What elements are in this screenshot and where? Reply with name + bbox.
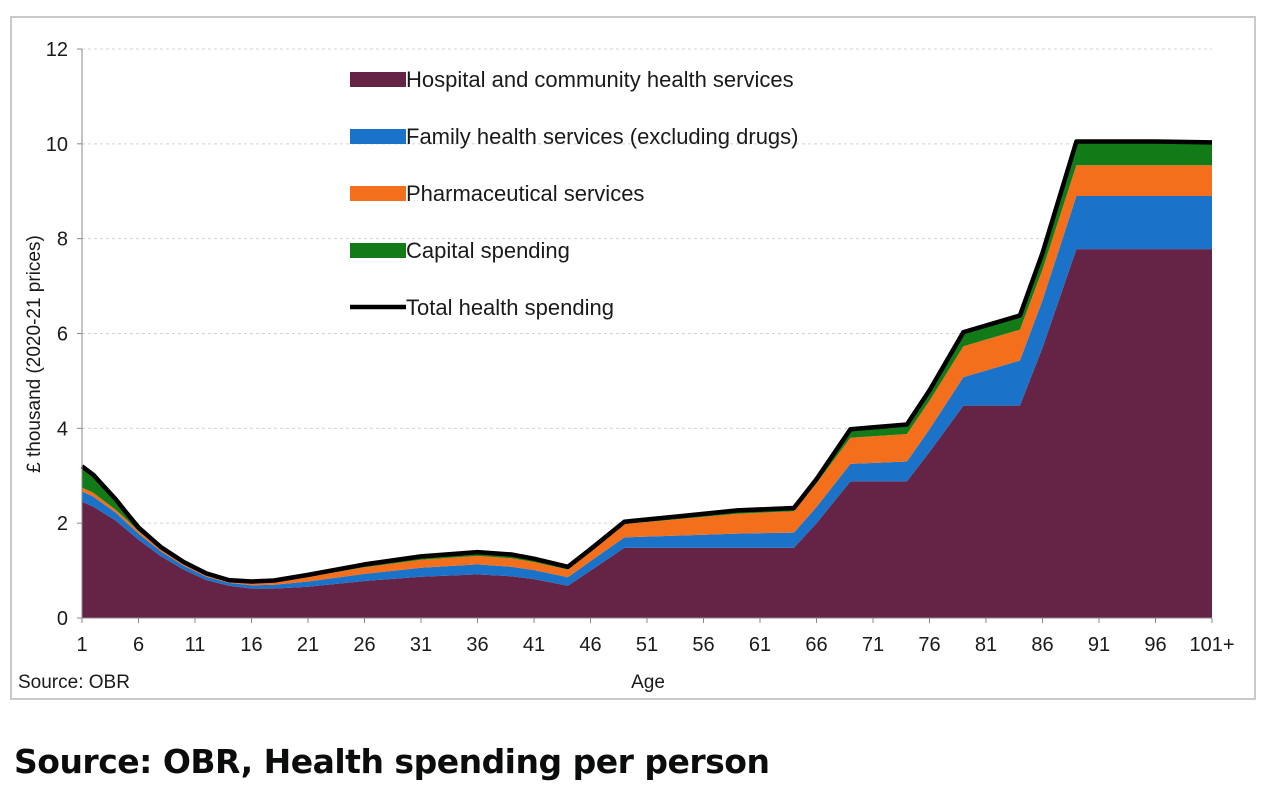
x-tick-label: 11: [185, 634, 206, 656]
legend-label: Hospital and community health services: [406, 67, 794, 92]
chart-frame: 0 2 4 6 8 10 12 1 6 11 16 21 26 31 36 41 46 51 56 61 66 71 76 8…: [10, 16, 1256, 700]
x-tick-label: 101+: [1189, 634, 1234, 656]
x-tick-label: 56: [692, 634, 714, 656]
x-tick-label: 46: [579, 634, 601, 656]
y-tick-label: 12: [46, 39, 68, 61]
x-tick-label: 81: [975, 634, 997, 656]
legend: Hospital and community health services Fa…: [350, 67, 799, 320]
source-note: Source: OBR: [18, 672, 130, 693]
y-tick-label: 0: [57, 608, 68, 630]
area-family-health-services-excluding-drugs: [82, 196, 1212, 589]
x-tick-label: 51: [636, 634, 658, 656]
y-tick-label: 4: [57, 418, 68, 440]
legend-swatch: [350, 243, 406, 258]
x-tick-label: 61: [749, 634, 771, 656]
y-tick-label: 10: [46, 134, 68, 156]
y-tick-label: 8: [57, 229, 68, 251]
y-tick-label: 2: [57, 513, 68, 535]
y-tick-label: 6: [57, 324, 68, 346]
x-tick-label: 66: [805, 634, 827, 656]
legend-label: Total health spending: [406, 295, 614, 320]
x-tick-label: 91: [1088, 634, 1110, 656]
x-tick-label: 31: [410, 634, 432, 656]
legend-label: Pharmaceutical services: [406, 181, 644, 206]
x-tick-label: 1: [76, 634, 87, 656]
legend-swatch: [350, 129, 406, 144]
x-tick-label: 6: [133, 634, 144, 656]
area-hospital-and-community-health-services: [82, 249, 1212, 618]
x-tick-label: 36: [466, 634, 488, 656]
caption: Source: OBR, Health spending per person: [14, 742, 770, 781]
x-axis-title: Age: [631, 672, 665, 693]
x-tick-label: 26: [353, 634, 375, 656]
y-axis-title: £ thousand (2020-21 prices): [24, 235, 45, 473]
x-tick-label: 86: [1031, 634, 1053, 656]
total-health-spending-line: [80, 139, 1213, 584]
total-line-layer: [80, 139, 1213, 584]
x-tick-label: 71: [862, 634, 884, 656]
x-tick-label: 41: [523, 634, 545, 656]
x-tick-label: 16: [240, 634, 262, 656]
legend-swatch: [350, 186, 406, 201]
x-tick-label: 76: [918, 634, 940, 656]
legend-label: Family health services (excluding drugs): [406, 124, 799, 149]
x-tick-label: 96: [1144, 634, 1166, 656]
legend-swatch: [350, 72, 406, 87]
legend-label: Capital spending: [406, 238, 570, 263]
stacked-areas: [82, 141, 1212, 618]
x-tick-label: 21: [297, 634, 319, 656]
